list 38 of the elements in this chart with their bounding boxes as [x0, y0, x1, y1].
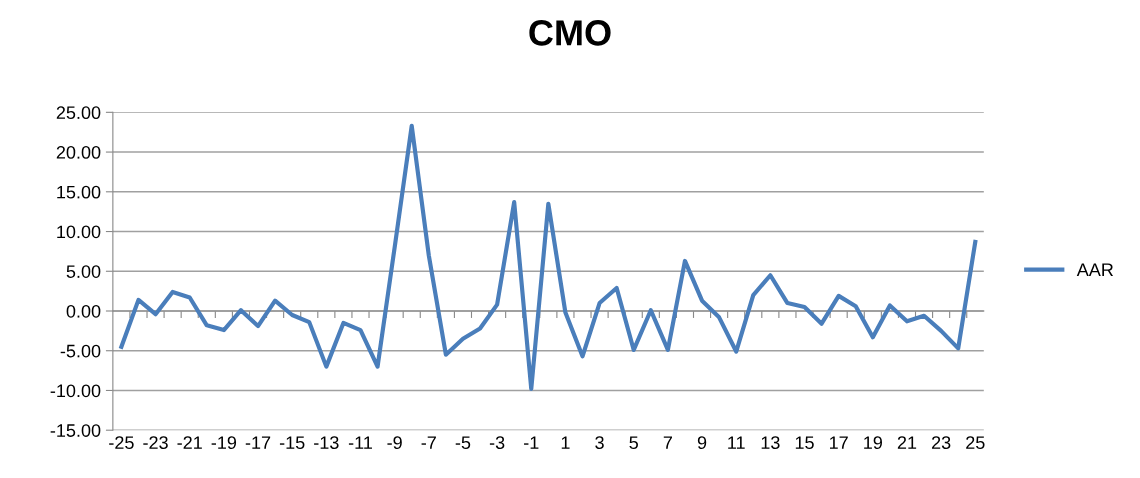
- x-tick-label: 25: [966, 436, 985, 450]
- x-tick-label: 11: [728, 436, 745, 449]
- x-tick-label: -19: [211, 436, 237, 450]
- x-tick-label: 21: [897, 436, 917, 449]
- x-tick-label: -9: [387, 436, 402, 450]
- y-tick-label: -5.00: [60, 344, 101, 358]
- chart-title: CMO: [529, 20, 611, 46]
- x-tick-label: 3: [595, 436, 604, 450]
- x-tick-label: 5: [629, 436, 638, 450]
- y-tick-label: 20.00: [56, 146, 101, 159]
- x-tick-label: -3: [489, 436, 505, 450]
- x-tick-label: -15: [279, 436, 305, 450]
- legend-label: AAR: [1076, 263, 1114, 276]
- y-tick-label: -10.00: [50, 384, 101, 398]
- line-series: [119, 123, 978, 391]
- x-tick-label: -17: [245, 436, 271, 449]
- y-tick-label: 10.00: [57, 225, 101, 239]
- x-tick-label: 13: [761, 436, 780, 450]
- y-tick-label: 25.00: [56, 106, 101, 120]
- x-tick-label: -21: [177, 436, 202, 449]
- x-tick-label: 7: [663, 436, 672, 449]
- x-tick-label: -7: [421, 436, 436, 449]
- x-tick-label: -5: [455, 436, 471, 450]
- x-tick-label: 15: [795, 436, 814, 450]
- y-tick-label: 15.00: [57, 185, 101, 199]
- x-tick-label: -25: [109, 436, 134, 450]
- y-tick-label: -15.00: [50, 424, 101, 437]
- x-tick-label: 17: [830, 436, 848, 449]
- y-tick-label: 5.00: [66, 265, 101, 278]
- x-tick-label: -1: [524, 436, 539, 449]
- x-tick-label: 1: [561, 436, 570, 449]
- x-tick-label: 19: [864, 436, 882, 450]
- x-tick-label: -13: [314, 436, 339, 450]
- x-tick-label: -23: [143, 436, 168, 450]
- x-tick-label: 9: [697, 436, 707, 450]
- x-tick-label: -11: [348, 436, 372, 449]
- x-tick-label: 23: [931, 436, 951, 450]
- y-tick-label: 0.00: [66, 304, 101, 318]
